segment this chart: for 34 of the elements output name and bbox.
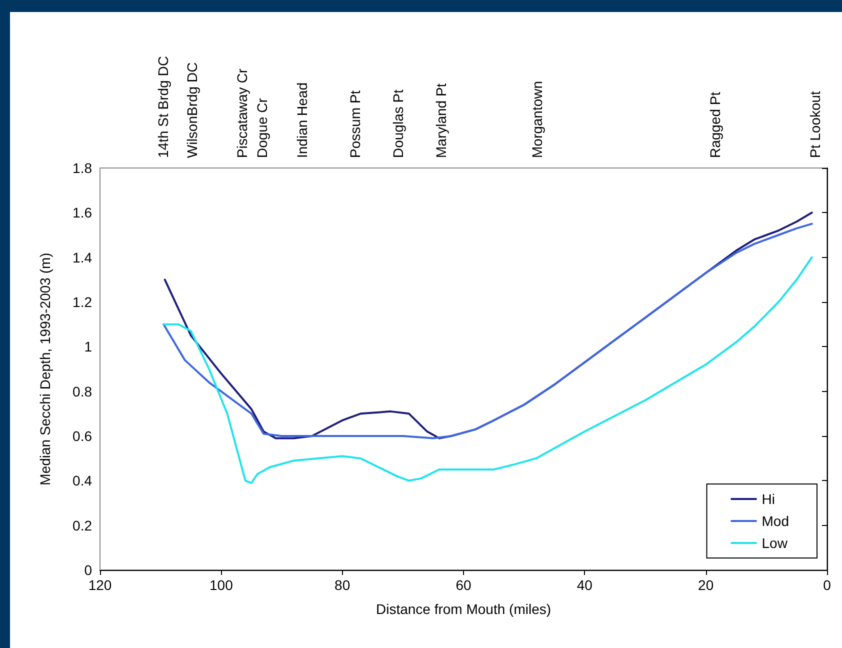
legend-label: Mod <box>762 513 789 529</box>
text: Possum Pt <box>347 90 363 158</box>
y-tick-label: 0.2 <box>72 517 92 534</box>
y-tick-label: 0.4 <box>72 472 92 489</box>
y-tick-label: 0.8 <box>72 383 92 400</box>
y-tick-label: 1 <box>84 338 92 355</box>
y-axis-title: Median Secchi Depth, 1993-2003 (m) <box>37 252 53 486</box>
text: Pt Lookout <box>807 90 823 158</box>
text: Indian Head <box>294 82 310 158</box>
text: 14th St Brdg DC <box>155 56 171 158</box>
x-tick-label: 100 <box>209 577 234 593</box>
y-tick-label: 1.4 <box>72 249 92 266</box>
x-axis-title: Distance from Mouth (miles) <box>376 601 552 617</box>
x-tick-label: 60 <box>456 577 472 593</box>
x-tick-label: 120 <box>88 577 112 593</box>
y-tick-label: 1.6 <box>72 204 92 221</box>
legend-label: Low <box>762 535 788 551</box>
text: WilsonBrdg DC <box>184 62 200 158</box>
x-tick-label: 80 <box>334 577 350 593</box>
text: Piscataway Cr <box>234 68 250 158</box>
y-tick-label: 0 <box>84 562 92 578</box>
y-tick-label: 0.6 <box>72 428 92 444</box>
y-tick-label: 1.8 <box>72 160 92 176</box>
text: Maryland Pt <box>433 83 449 158</box>
line-series <box>162 256 813 484</box>
legend-label: Hi <box>762 491 775 507</box>
text: Morgantown <box>529 80 545 158</box>
x-tick-label: 20 <box>698 577 714 593</box>
y-tick-label: 1.2 <box>72 294 92 310</box>
text: Douglas Pt <box>390 89 406 158</box>
text: Ragged Pt <box>707 92 723 158</box>
text: Dogue Cr <box>254 98 270 158</box>
x-tick-label: 40 <box>576 577 593 593</box>
x-tick-label: 0 <box>823 577 832 593</box>
